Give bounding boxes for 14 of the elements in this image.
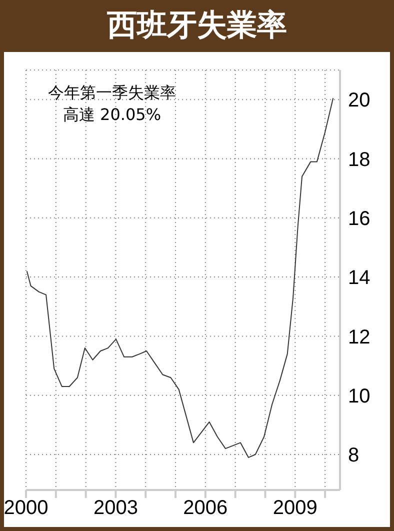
x-tick-label: 2009 (272, 497, 318, 520)
y-tick-label: 16 (348, 208, 370, 230)
y-tick-label: 10 (348, 385, 370, 408)
annotation: 高達 20.05% (62, 105, 162, 124)
x-tick-label: 2000 (4, 497, 48, 520)
annotation: 今年第一季失業率 (48, 83, 176, 102)
y-tick-label: 20 (348, 90, 370, 112)
y-tick-label: 14 (348, 267, 370, 290)
x-tick-label: 2003 (93, 497, 138, 520)
chart-title: 西班牙失業率 (106, 7, 288, 45)
y-tick-label: 12 (348, 326, 370, 348)
y-tick-label: 8 (348, 444, 360, 467)
y-tick-label: 18 (348, 148, 370, 171)
x-tick-label: 2006 (183, 497, 228, 520)
